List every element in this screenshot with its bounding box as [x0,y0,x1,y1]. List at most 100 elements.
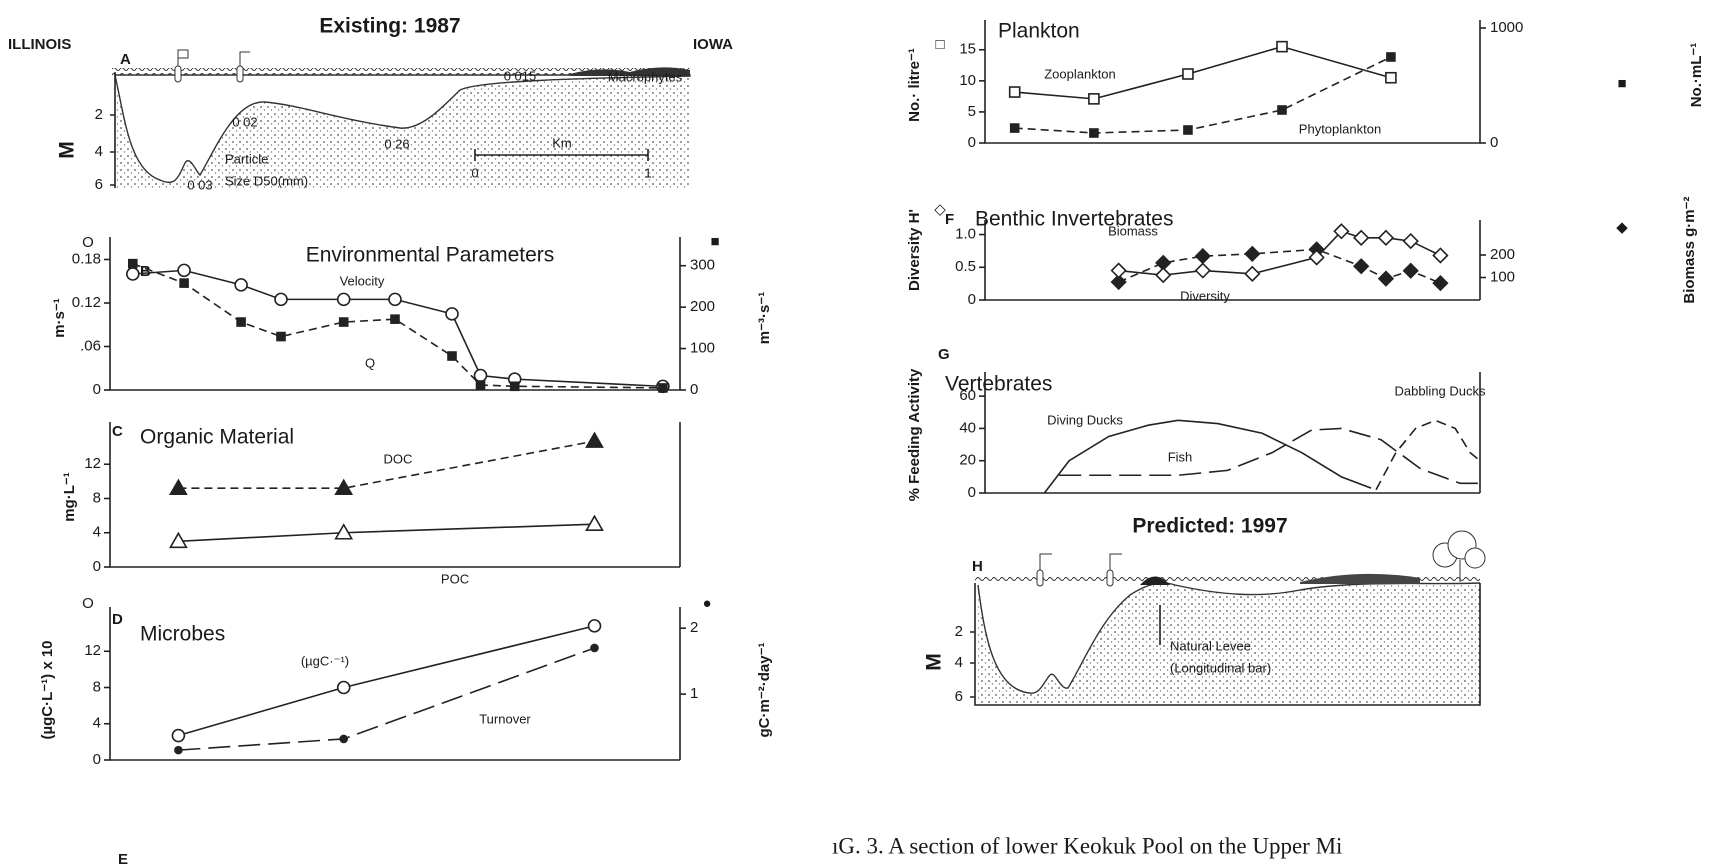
panel-letter: F [945,211,954,228]
marker [336,680,351,695]
series-label: POC [441,571,469,586]
depth-tick: 2 [95,106,103,123]
channel-profile [114,74,691,184]
y2-axis-symbol: ◆ [1616,219,1628,236]
series-line [1118,230,1441,276]
marker [658,383,668,393]
annotation: Natural Levee [1170,638,1251,653]
marker [1432,247,1449,264]
y-tick-label: 15 [959,41,976,58]
depth-label: M [923,653,946,671]
diagram-title: Existing: 1987 [319,15,460,38]
y-tick-label: 10 [959,72,976,89]
y2-tick-label: 0 [690,381,698,398]
depth-tick: 4 [955,654,963,671]
panel-a: Existing: 1987 ILLINOIS IOWA A 2 4 6 M 0… [8,15,733,193]
depth-tick: 4 [95,143,103,160]
panel-title: Benthic Invertebrates [975,208,1173,231]
marker [1194,247,1211,265]
series-label: (µgC·⁻¹) [301,653,349,668]
marker [1194,262,1211,279]
annotation: 0 02 [232,114,257,129]
marker [585,514,604,531]
marker [128,258,138,269]
y-tick-label: 0.5 [955,258,976,275]
marker [587,619,602,633]
marker [590,643,599,653]
series-label: Biomass [1108,223,1158,238]
panel-letter: G [938,346,950,363]
y-tick-label: 12 [84,455,101,472]
panel: Plankton No.· litre⁻¹ □ 0 5 10 15 No.·mL⁻¹ ■ 0 100… [906,19,1705,151]
y2-axis-symbol: ● [702,595,711,612]
y2-tick-label: 100 [690,340,715,357]
marker [234,278,248,292]
side-label: ILLINOIS [8,36,71,53]
marker [585,431,604,448]
scale-tick: 0 [471,165,478,180]
annotation: 0 26 [384,136,409,151]
marker [388,292,402,307]
marker [339,734,349,744]
sediment [115,75,690,190]
y-tick-label: 4 [93,524,101,541]
marker [1377,229,1395,246]
y2-axis-label: gC·m⁻²·day⁻¹ [756,643,773,738]
marker [445,307,459,321]
marker [276,331,286,342]
y-axis-label: mg·L⁻¹ [61,472,78,522]
y-tick-label: .06 [80,337,101,354]
scale-bar [474,149,649,161]
frame [970,583,1481,706]
marker [336,292,351,307]
series-line [178,647,595,751]
y-tick-label: 0 [93,751,101,768]
panel-letter: E [118,851,128,865]
y-tick-label: 60 [959,387,976,404]
y2-tick-label: 1 [690,685,698,702]
y-tick-label: 0.12 [72,294,101,311]
channel-profile [977,582,1481,694]
y-axis-symbol: O [82,595,94,612]
marker [179,278,189,288]
series-line [132,269,663,388]
y2-tick-label: 100 [1490,268,1515,285]
annotation: Particle [225,151,268,166]
water-surface [112,68,690,75]
marker [390,314,400,324]
vegetation [1300,573,1420,584]
marker [177,263,191,278]
marker [1353,229,1370,246]
y-tick-label: 8 [93,678,101,695]
marker [1432,274,1449,292]
panel: G Vertebrates % Feeding Activity 0 20 40 60 Div… [906,346,1486,501]
series-label: Diving Ducks [1047,412,1123,427]
y2-axis-label: Biomass g·m⁻² [1681,196,1698,303]
marker [1377,270,1395,287]
y2-tick-label: 200 [690,298,715,315]
y-tick-label: 0 [93,558,101,575]
panel-h: Predicted: 1997 H 2 4 6 M Natural Levee … [923,515,1486,706]
levee-vegetation [1140,576,1170,585]
panel-letter: A [120,51,131,68]
annotation: Macrophytes [608,69,683,84]
y-tick-label: 40 [959,419,976,436]
marker [1276,40,1288,53]
y2-axis-symbol: ■ [710,233,719,250]
y-tick-label: 20 [959,452,976,469]
marker [1308,249,1325,266]
marker [1353,258,1370,275]
y2-tick-label: 200 [1490,246,1515,263]
series-line [1375,419,1481,491]
series-label: Turnover [479,711,531,726]
annotation: (Longitudinal bar) [1170,660,1271,675]
series-line [178,440,595,490]
marker [174,745,183,755]
marker [1402,262,1419,279]
series-label: Diversity [1180,288,1230,303]
panel-title: Vertebrates [945,373,1052,396]
side-label: IOWA [693,36,733,53]
marker [338,317,349,327]
y-axis-label: No.· litre⁻¹ [906,48,923,122]
